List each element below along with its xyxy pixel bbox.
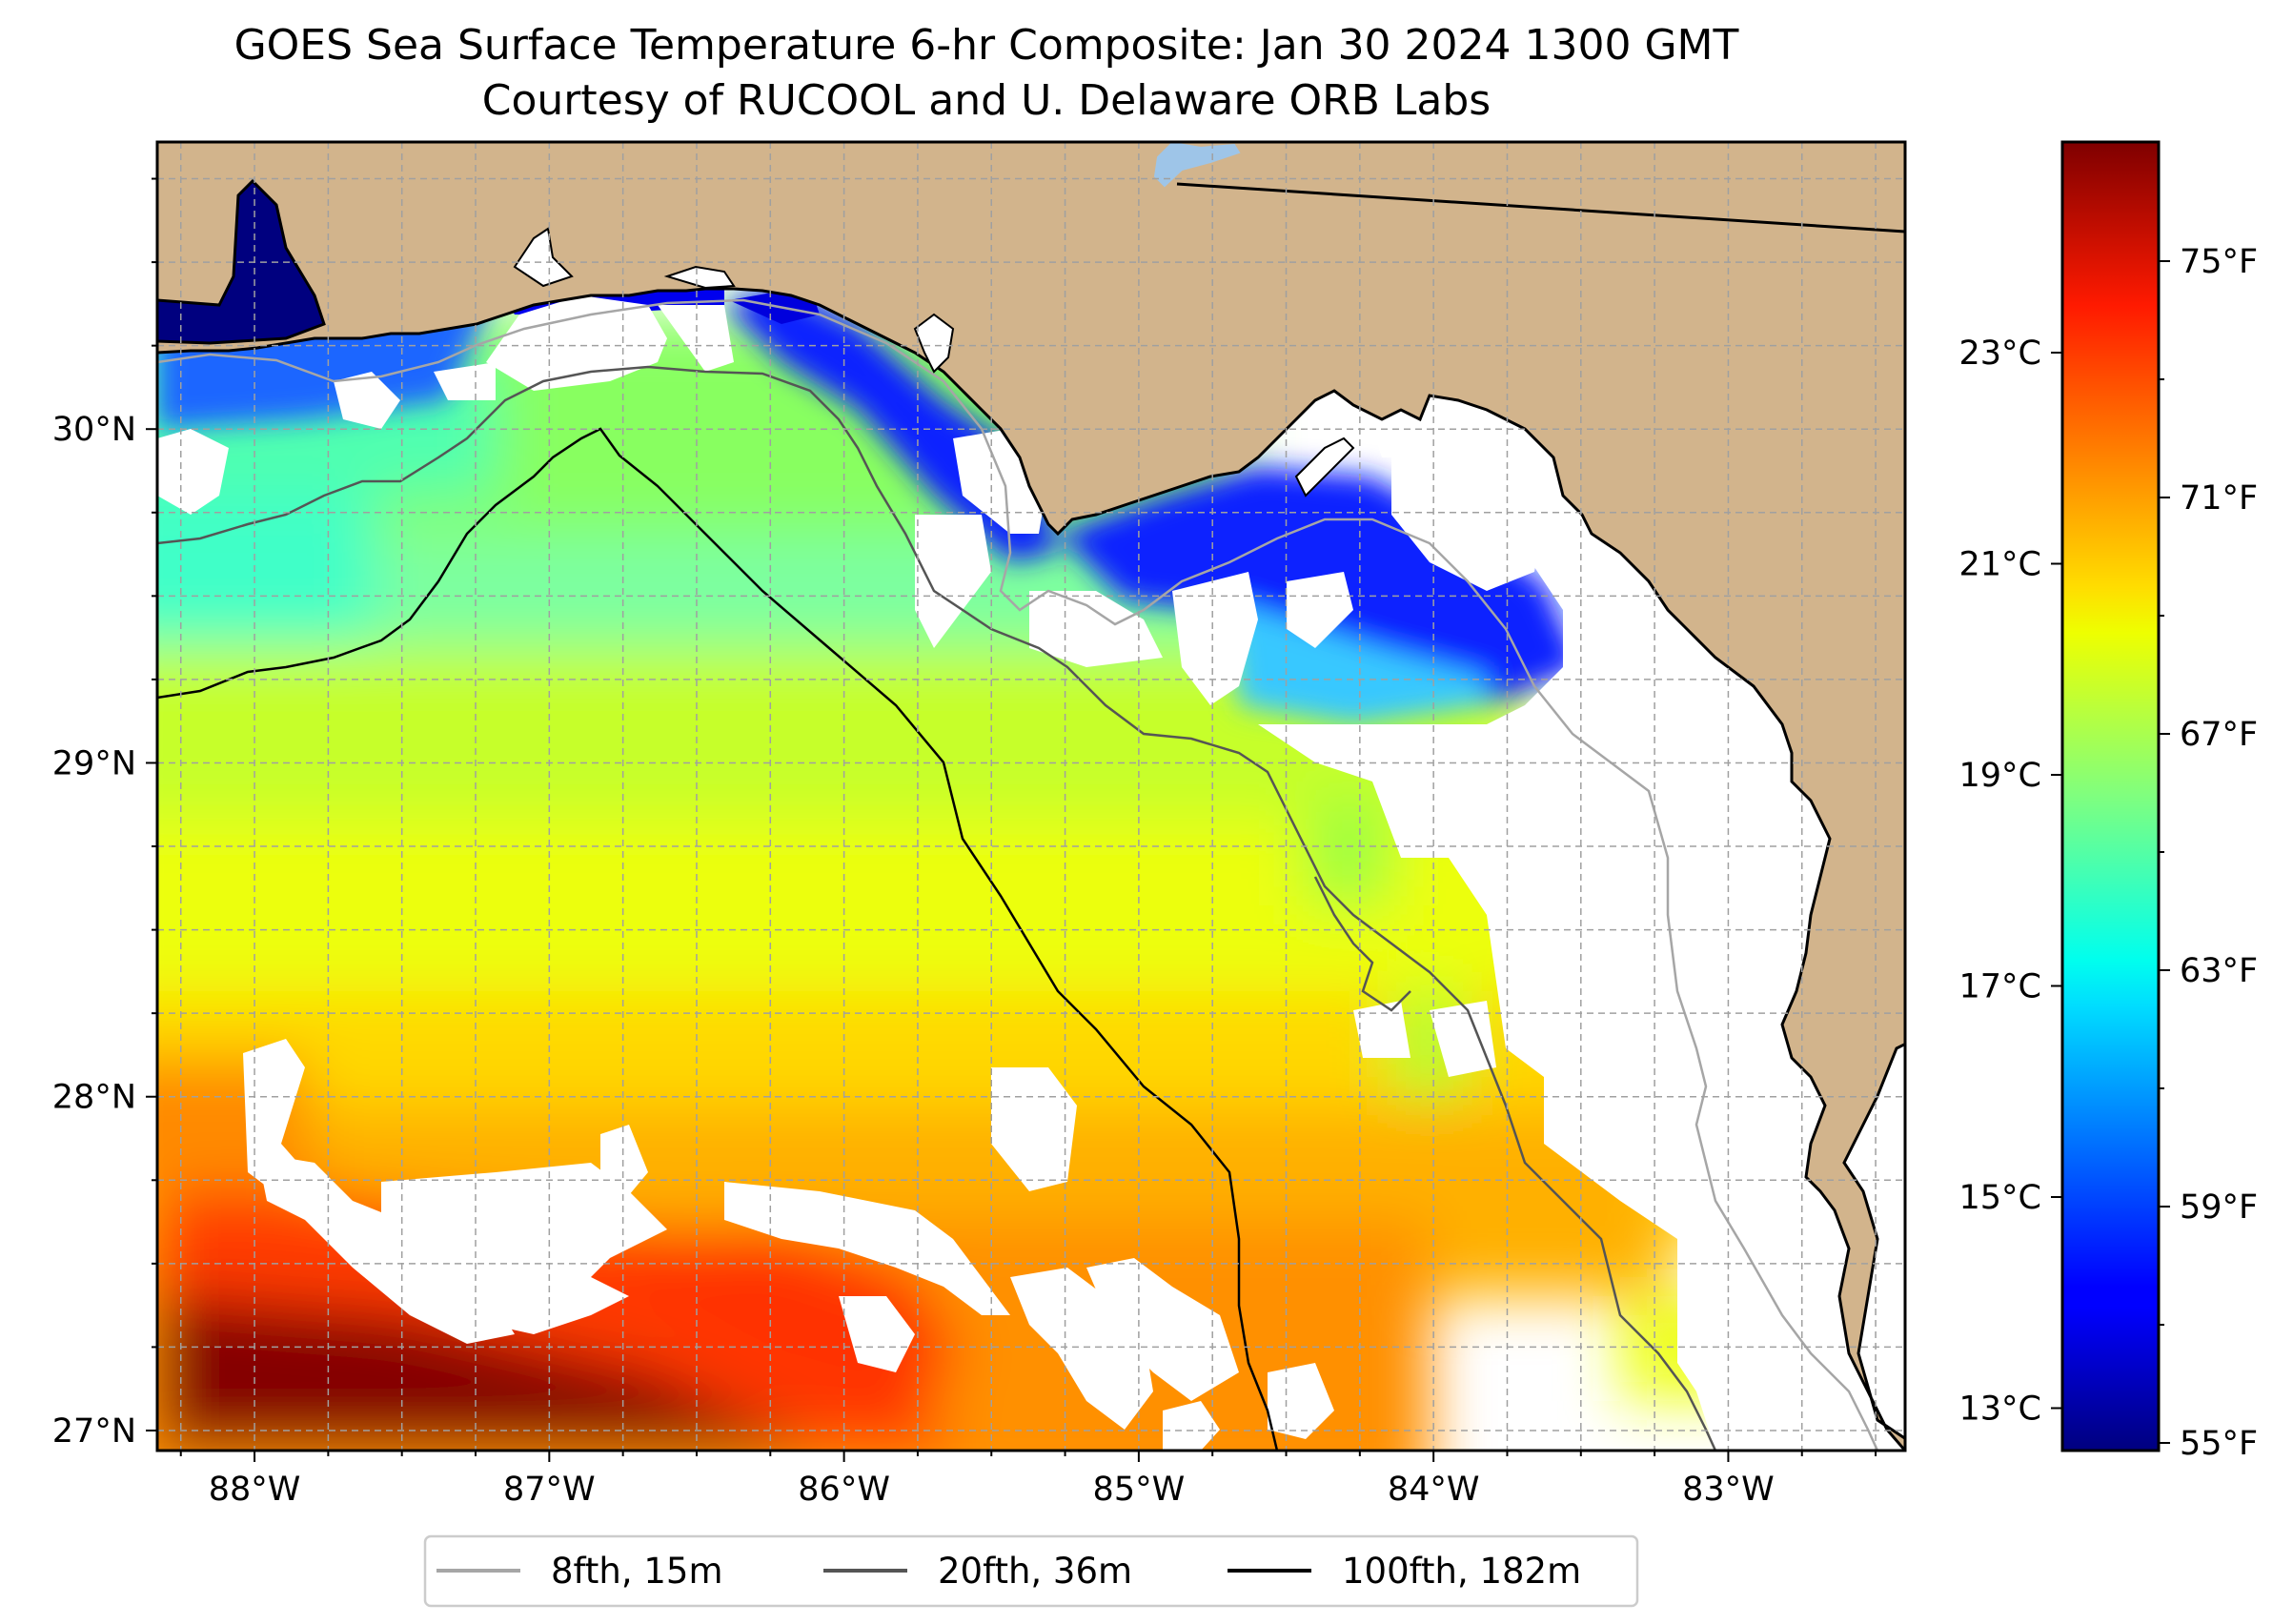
celsius-tick-label: 19°C — [1959, 757, 2041, 795]
celsius-tick-label: 17°C — [1959, 968, 2041, 1006]
legend-label-15m: 8fth, 15m — [551, 1551, 723, 1592]
lon-tick-label: 83°W — [1682, 1471, 1775, 1509]
fahrenheit-tick-label: 71°F — [2180, 479, 2258, 518]
celsius-tick-label: 21°C — [1959, 546, 2041, 584]
legend: 8fth, 15m 20fth, 36m 100fth, 182m — [423, 1534, 1639, 1608]
legend-label-182m: 100fth, 182m — [1342, 1551, 1581, 1592]
depth-contour-182m — [157, 427, 1279, 1451]
lon-tick-label: 88°W — [209, 1471, 301, 1509]
fahrenheit-tick-label: 67°F — [2180, 716, 2258, 754]
map-ticks: 88°W 87°W 86°W 85°W 84°W 83°W 30°N 29°N 28°N 27°N — [52, 177, 1877, 1509]
celsius-tick-label: 13°C — [1959, 1391, 2041, 1429]
fahrenheit-tick-label: 75°F — [2180, 243, 2258, 281]
colorbar-ticks: 23°C 21°C 19°C 17°C 15°C 13°C 75°F 71°F 67°F 63°F… — [1959, 243, 2259, 1463]
fahrenheit-tick-label: 59°F — [2180, 1188, 2258, 1227]
chart-subtitle: Courtesy of RUCOOL and U. Delaware ORB L… — [481, 76, 1491, 125]
colorbar: 23°C 21°C 19°C 17°C 15°C 13°C 75°F 71°F 67°F 63°F… — [1959, 140, 2259, 1463]
lon-tick-label: 87°W — [503, 1471, 596, 1509]
lon-tick-label: 85°W — [1093, 1471, 1186, 1509]
fahrenheit-tick-label: 55°F — [2180, 1425, 2258, 1463]
chart-title: GOES Sea Surface Temperature 6-hr Compos… — [233, 21, 1739, 70]
depth-contour-36m — [157, 365, 1717, 1451]
lat-tick-label: 29°N — [52, 744, 136, 782]
celsius-tick-label: 15°C — [1959, 1179, 2041, 1217]
map-gridlines — [157, 142, 1905, 1451]
celsius-tick-label: 23°C — [1959, 335, 2041, 373]
lon-tick-label: 84°W — [1388, 1471, 1480, 1509]
map-frame — [155, 140, 1907, 1452]
map-area — [157, 142, 1905, 1451]
lat-tick-label: 30°N — [52, 411, 136, 449]
legend-label-36m: 20fth, 36m — [938, 1551, 1132, 1592]
depth-contour-15m — [157, 298, 1879, 1451]
lat-tick-label: 27°N — [52, 1412, 136, 1451]
fahrenheit-tick-label: 63°F — [2180, 952, 2258, 990]
legend-frame — [423, 1534, 1639, 1608]
colorbar-scale — [2060, 140, 2161, 1452]
lon-tick-label: 86°W — [798, 1471, 890, 1509]
lat-tick-label: 28°N — [52, 1079, 136, 1117]
